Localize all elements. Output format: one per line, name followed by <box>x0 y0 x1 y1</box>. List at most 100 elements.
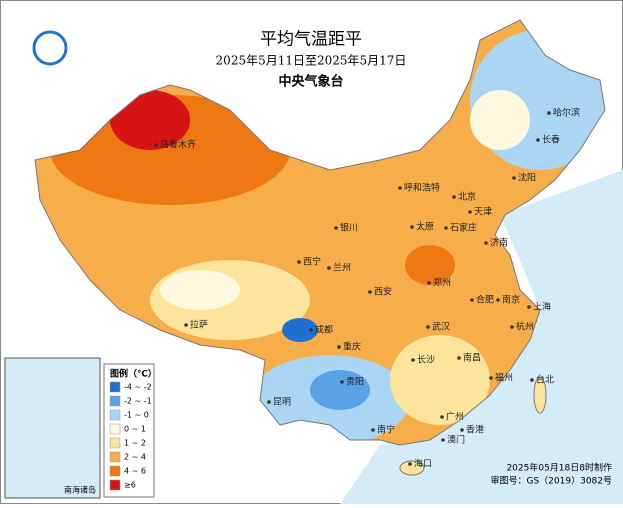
city-label: 兰州 <box>333 262 351 274</box>
legend-label: -2 ~ -1 <box>124 397 152 406</box>
field-zone <box>160 270 240 310</box>
subtitle: 2025年5月11日至2025年5月17日 <box>216 54 407 68</box>
org: 中央气象台 <box>278 74 343 90</box>
city-dot <box>444 226 448 230</box>
field-zone <box>50 95 290 205</box>
inset-label: 南海诸岛 <box>64 485 96 495</box>
city-label: 福州 <box>495 372 513 384</box>
field-zone <box>310 370 370 410</box>
city-dot <box>489 376 493 380</box>
city-dot <box>427 281 431 285</box>
city-label: 广州 <box>446 411 464 423</box>
city-label: 郑州 <box>433 277 451 289</box>
city-label: 杭州 <box>516 321 534 333</box>
city-label: 武汉 <box>432 321 450 333</box>
field-zone <box>470 90 530 150</box>
city-dot <box>426 325 430 329</box>
footer-made: 2025年05月18日8时制作 <box>506 462 612 474</box>
legend-swatch <box>109 381 121 393</box>
city-label: 沈阳 <box>518 172 536 184</box>
city-dot <box>309 328 313 332</box>
city-label: 拉萨 <box>190 319 208 331</box>
inset-frame <box>4 357 101 499</box>
city-label: 北京 <box>458 191 476 203</box>
city-dot <box>334 226 338 230</box>
city-dot <box>470 298 474 302</box>
city-dot <box>468 210 472 214</box>
hainan <box>399 460 425 476</box>
city-label: 重庆 <box>343 341 361 353</box>
city-dot <box>408 462 412 466</box>
legend-swatch <box>109 437 121 449</box>
city-dot <box>267 400 271 404</box>
legend-swatch <box>109 479 121 491</box>
legend-label: 1 ~ 2 <box>124 439 146 448</box>
city-label: 合肥 <box>476 294 494 306</box>
city-label: 贵阳 <box>346 376 364 388</box>
city-label: 海口 <box>414 458 432 470</box>
legend-label: -4 ~ -2 <box>124 383 152 392</box>
field-zone <box>405 245 455 285</box>
legend-swatch <box>109 395 121 407</box>
legend-label: 0 ~ 1 <box>124 425 146 434</box>
footer-approval: 审图号：GS（2019）3082号 <box>491 475 613 487</box>
taiwan <box>533 376 547 414</box>
city-label: 长春 <box>542 134 560 146</box>
city-label: 成都 <box>315 324 333 336</box>
city-label: 西安 <box>374 286 392 298</box>
city-dot <box>547 111 551 115</box>
city-dot <box>527 305 531 309</box>
city-dot <box>410 225 414 229</box>
city-label: 昆明 <box>273 397 291 408</box>
inset: 南海诸岛 <box>4 357 101 499</box>
city-dot <box>398 186 402 190</box>
sea <box>340 170 623 504</box>
city-label: 上海 <box>533 301 551 313</box>
title: 平均气温距平 <box>260 30 362 50</box>
city-dot <box>510 325 514 329</box>
city-dot <box>512 176 516 180</box>
field-zone <box>390 335 490 425</box>
city-dot <box>452 195 456 199</box>
city-label: 石家庄 <box>450 222 477 234</box>
city-label: 台北 <box>536 374 554 386</box>
city-label: 香港 <box>466 424 484 436</box>
city-label: 西宁 <box>303 256 321 268</box>
city-label: 南京 <box>502 294 520 306</box>
city-label: 济南 <box>490 237 508 249</box>
city-dot <box>154 143 158 147</box>
legend-label: -1 ~ 0 <box>124 411 149 420</box>
city-label: 呼和浩特 <box>404 182 440 194</box>
legend-label: ≥6 <box>124 481 136 490</box>
city-dot <box>297 260 301 264</box>
city-label: 南昌 <box>463 352 481 364</box>
city-dot <box>337 345 341 349</box>
city-label: 哈尔滨 <box>553 107 580 119</box>
city-label: 太原 <box>416 221 434 233</box>
city-dot <box>496 298 500 302</box>
legend-title: 图例（℃） <box>110 368 157 380</box>
city-dot <box>440 415 444 419</box>
city-label: 天津 <box>474 207 492 218</box>
city-label: 南宁 <box>377 424 395 436</box>
field-zone <box>282 318 318 342</box>
legend-label: 4 ~ 6 <box>124 467 146 476</box>
border <box>34 19 606 446</box>
field-zone <box>110 90 190 150</box>
legend-swatch <box>109 451 121 463</box>
city-dot <box>441 438 445 442</box>
city-label: 澳门 <box>447 434 465 446</box>
legend: 图例（℃） -4 ~ -2 -2 ~ -1 -1 ~ 0 0 ~ 1 1 ~ 2 2 ~ … <box>103 363 157 498</box>
city-dot <box>530 378 534 382</box>
city-dot <box>484 241 488 245</box>
city-dot <box>368 290 372 294</box>
city-dot <box>536 138 540 142</box>
city-dot <box>340 380 344 384</box>
city-dot <box>457 356 461 360</box>
city-label: 乌鲁木齐 <box>160 139 196 151</box>
legend-swatch <box>109 423 121 435</box>
legend-swatch <box>109 409 121 421</box>
city-dot <box>327 266 331 270</box>
